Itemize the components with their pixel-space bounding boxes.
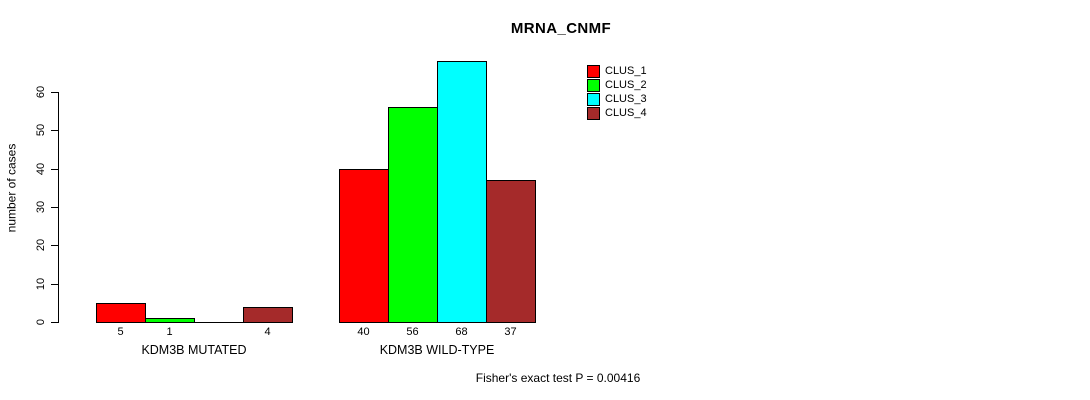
bar-value-label: 5 [117, 326, 124, 338]
fisher-test-annotation: Fisher's exact test P = 0.00416 [475, 371, 641, 385]
legend-item: CLUS_2 [587, 78, 647, 92]
y-tick-mark [51, 322, 58, 323]
group-label: KDM3B WILD-TYPE [379, 343, 495, 357]
group-label: KDM3B MUTATED [141, 343, 247, 357]
y-tick-label-wrap: 0 [31, 314, 51, 330]
bar-value-label: 56 [406, 326, 419, 338]
y-tick-label-wrap: 20 [31, 237, 51, 253]
y-tick-mark [51, 284, 58, 285]
y-axis-line [58, 92, 59, 323]
bar-clus_4 [243, 307, 293, 323]
y-axis-title: number of cases [4, 143, 18, 233]
legend-swatch [587, 64, 600, 78]
legend-swatch [587, 106, 600, 120]
legend-label: CLUS_1 [605, 65, 647, 77]
legend-label: CLUS_3 [605, 93, 647, 105]
y-tick-label: 0 [35, 318, 47, 326]
legend-item: CLUS_3 [587, 92, 647, 106]
bar-clus_1 [339, 169, 389, 323]
bar-value-label: 37 [504, 326, 517, 338]
bar-value-label: 68 [455, 326, 468, 338]
bar-clus_4 [486, 180, 536, 323]
y-tick-label: 10 [35, 277, 47, 291]
bar-clus_2 [388, 107, 438, 323]
y-tick-mark [51, 169, 58, 170]
legend-item: CLUS_4 [587, 106, 647, 120]
legend-swatch [587, 78, 600, 92]
y-tick-label: 30 [35, 200, 47, 214]
legend-label: CLUS_4 [605, 107, 647, 119]
y-tick-label-wrap: 40 [31, 161, 51, 177]
bar-value-label: 1 [166, 326, 173, 338]
y-tick-label-wrap: 30 [31, 199, 51, 215]
y-axis-title-wrap: number of cases [0, 128, 22, 248]
legend-item: CLUS_1 [587, 64, 647, 78]
y-tick-label: 20 [35, 238, 47, 252]
y-tick-label: 60 [35, 85, 47, 99]
bar-clus_2 [145, 318, 195, 323]
chart-title: MRNA_CNMF [510, 20, 612, 37]
legend-label: CLUS_2 [605, 79, 647, 91]
y-tick-label: 40 [35, 162, 47, 176]
y-tick-mark [51, 92, 58, 93]
bar-value-label: 4 [264, 326, 271, 338]
bar-clus_1 [96, 303, 146, 323]
bar-value-label: 40 [357, 326, 370, 338]
y-tick-mark [51, 245, 58, 246]
y-tick-mark [51, 130, 58, 131]
y-tick-label-wrap: 50 [31, 122, 51, 138]
y-tick-mark [51, 207, 58, 208]
y-tick-label: 50 [35, 123, 47, 137]
y-tick-label-wrap: 10 [31, 276, 51, 292]
y-tick-label-wrap: 60 [31, 84, 51, 100]
legend-swatch [587, 92, 600, 106]
bar-clus_3 [437, 61, 487, 323]
